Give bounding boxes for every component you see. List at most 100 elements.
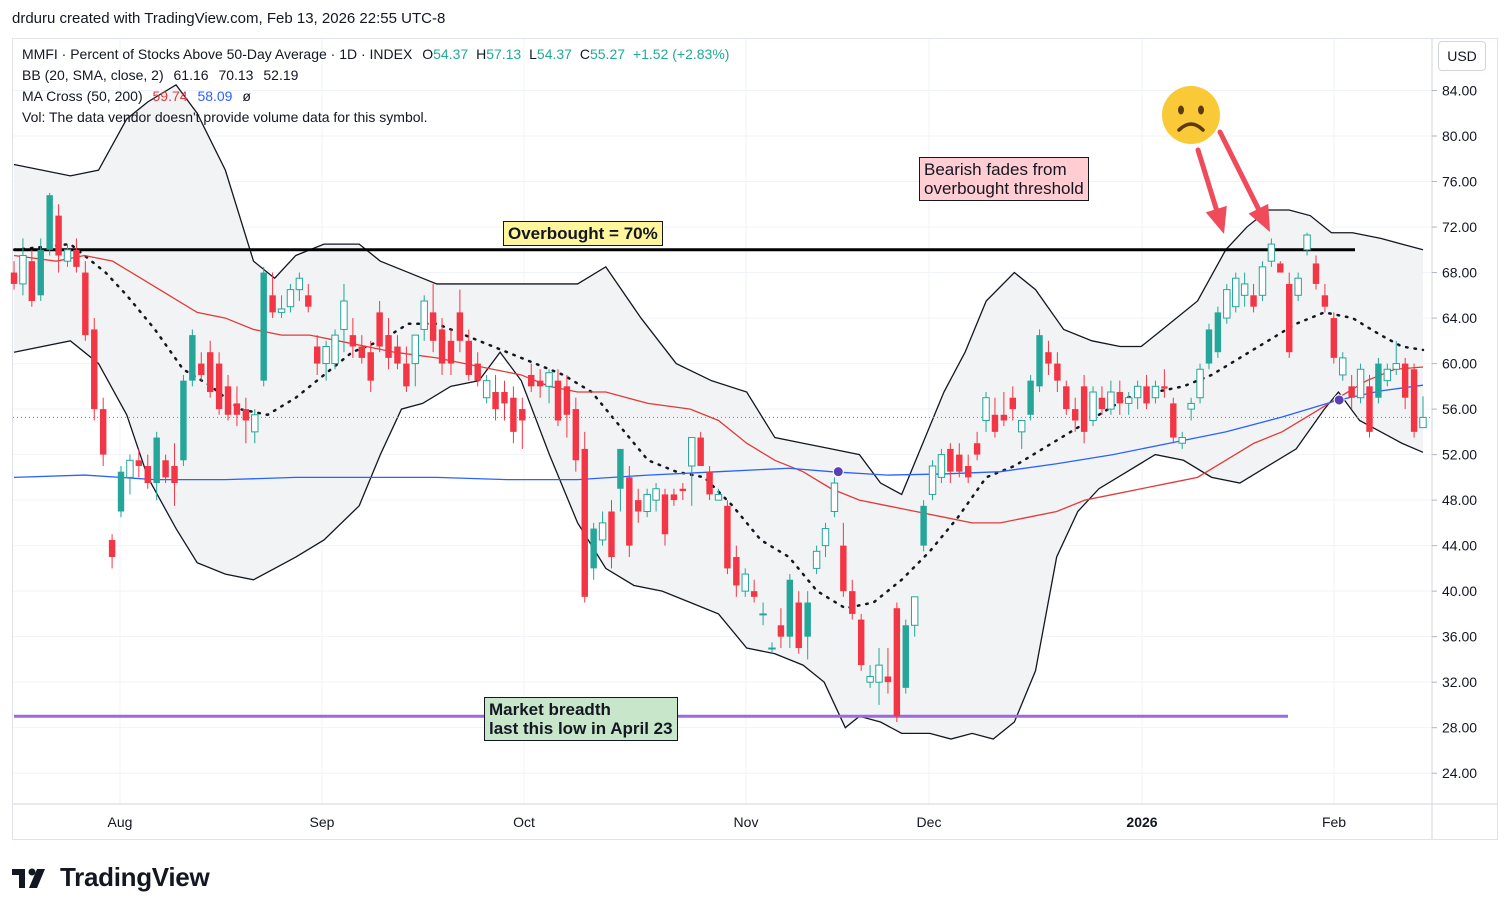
candle-body — [1375, 363, 1382, 398]
candle-body — [126, 459, 134, 478]
candle-body — [171, 465, 178, 484]
candle-body — [563, 386, 571, 415]
candle-body — [180, 380, 187, 461]
candle-body — [1027, 380, 1034, 415]
candle-body — [456, 312, 464, 341]
candle — [117, 465, 125, 518]
candle-body — [884, 676, 892, 683]
x-tick-label: 2026 — [1126, 814, 1157, 830]
candle-body — [1036, 335, 1043, 387]
legend-line-bb[interactable]: BB (20, SMA, close, 2) 61.16 70.13 52.19 — [22, 67, 298, 83]
arrow-right-shaft — [1217, 129, 1261, 212]
candle-body — [73, 249, 80, 267]
candle — [305, 283, 312, 313]
candle-body — [1240, 283, 1249, 296]
candle-body — [1214, 312, 1222, 353]
candle-body — [804, 602, 811, 637]
x-tick-label: Sep — [310, 814, 335, 830]
candle-body — [349, 335, 357, 347]
legend-line-ma[interactable]: MA Cross (50, 200) 59.74 58.09 ø — [22, 88, 251, 104]
candle — [1133, 380, 1142, 410]
candle — [1000, 392, 1008, 427]
candle-body — [982, 397, 990, 421]
candle — [198, 352, 205, 381]
candle-body — [286, 289, 295, 308]
tradingview-logo[interactable]: TradingView — [12, 862, 210, 893]
y-tick-label: 72.00 — [1442, 219, 1477, 235]
candle-body — [991, 414, 999, 432]
candle-body — [598, 522, 607, 541]
candle-body — [99, 409, 107, 455]
candle — [714, 488, 723, 501]
candle — [670, 488, 678, 506]
candle — [875, 648, 883, 705]
candlesticks — [10, 192, 1427, 722]
currency-button[interactable]: USD — [1438, 41, 1486, 71]
candle-body — [519, 409, 526, 421]
bollinger-bands — [12, 83, 1425, 740]
candle — [385, 318, 392, 370]
candle-body — [679, 488, 687, 492]
candle-body — [1178, 437, 1186, 444]
candle — [697, 431, 704, 466]
ma50-line — [13, 254, 1424, 524]
legend-line-symbol[interactable]: MMFI · Percent of Stocks Above 50-Day Av… — [22, 46, 729, 62]
legend-line-vol: Vol: The data vendor doesn't provide vol… — [22, 109, 428, 125]
candle — [768, 642, 776, 654]
candle — [857, 613, 865, 671]
candle-body — [973, 443, 981, 455]
candle-body — [1089, 391, 1097, 421]
ma200-line — [13, 384, 1424, 481]
candle — [482, 374, 491, 404]
candle-body — [706, 471, 713, 495]
candle-body — [1161, 386, 1168, 389]
candle — [706, 465, 713, 501]
candle — [519, 397, 526, 449]
y-tick-label: 60.00 — [1442, 356, 1477, 372]
candle-body — [411, 334, 420, 365]
candle — [1419, 396, 1427, 429]
candle-body — [1250, 295, 1257, 307]
bearish-fades-line2: overbought threshold — [924, 179, 1084, 198]
candle — [63, 244, 72, 267]
candle — [1410, 363, 1418, 438]
candle — [1151, 380, 1160, 404]
candle — [1036, 329, 1043, 393]
candle — [1258, 261, 1267, 301]
candle — [1330, 312, 1338, 364]
y-tick-label: 80.00 — [1442, 128, 1477, 144]
candle-body — [438, 329, 446, 364]
candle — [563, 374, 571, 438]
candle-body — [367, 352, 374, 381]
candle-body — [937, 454, 946, 478]
candle-body — [1392, 363, 1400, 370]
candle-body — [510, 397, 517, 432]
bb-basis-line — [12, 242, 1425, 610]
candle — [1383, 363, 1392, 387]
candle — [1009, 386, 1016, 421]
sad-face-emoji-icon — [1162, 86, 1220, 144]
candle — [733, 545, 740, 597]
candle-body — [91, 329, 98, 410]
candle-body — [866, 675, 874, 683]
candle — [1178, 431, 1186, 449]
candle-body — [117, 471, 125, 512]
arrow-left-shaft — [1195, 147, 1219, 212]
candle-body — [902, 625, 909, 688]
candle-body — [1205, 329, 1213, 364]
candle — [572, 397, 580, 472]
candle-body — [830, 482, 839, 512]
candle-body — [1366, 386, 1373, 432]
candle-body — [260, 272, 267, 381]
tradingview-logo-text: TradingView — [60, 862, 210, 892]
candle — [1267, 238, 1276, 267]
candle — [340, 283, 348, 353]
candle — [777, 608, 785, 649]
legend-open-label: O — [422, 46, 434, 62]
candle — [269, 272, 276, 319]
candle — [465, 329, 473, 381]
y-tick-label: 48.00 — [1442, 492, 1477, 508]
candle — [724, 500, 731, 575]
candle — [528, 363, 535, 393]
